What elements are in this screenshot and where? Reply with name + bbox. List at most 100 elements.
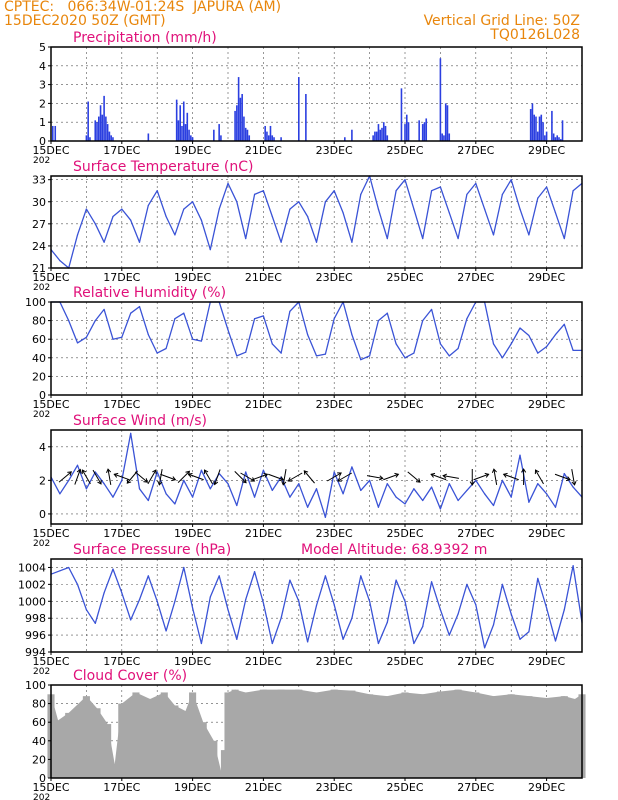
wind-point (68, 479, 70, 481)
station-code: TQ0126L028 (490, 27, 580, 43)
pressure-point (342, 638, 344, 640)
pressure-point (200, 642, 203, 645)
pressure-point (404, 600, 406, 602)
wind-point (112, 496, 114, 498)
humidity-point (156, 352, 158, 354)
temperature-point (253, 193, 256, 195)
x-tick-label: 23DEC (316, 144, 353, 157)
x-tick-label: 29DEC (528, 144, 565, 157)
precip-bar (542, 122, 544, 141)
y-tick-label: 0 (39, 508, 46, 521)
wind-arrow-head (442, 473, 448, 479)
precip-bar (188, 129, 190, 141)
pressure-point (236, 638, 238, 640)
wind-arrow-head (203, 469, 209, 475)
precip-bar (405, 114, 408, 141)
pressure-point (466, 583, 468, 585)
wind-point (377, 506, 380, 508)
precip-bar (241, 94, 243, 141)
wind-arrow-head (279, 476, 285, 482)
humidity-point (510, 343, 512, 345)
precip-bar (239, 97, 242, 141)
y-tick-label: 24 (32, 240, 46, 253)
humidity-point (360, 359, 362, 361)
precip-bar (273, 137, 275, 141)
wind-point (59, 493, 61, 495)
pressure-point (183, 566, 185, 569)
humidity-point (501, 357, 503, 359)
pressure-point (563, 609, 565, 611)
temperature-point (572, 190, 574, 192)
wind-arrow (58, 471, 73, 483)
humidity-point (307, 333, 309, 336)
temperature-point (112, 215, 114, 218)
wind-point (192, 496, 194, 498)
wind-arrow-shaft (430, 473, 447, 481)
precip-bar (236, 105, 238, 141)
temperature-point (528, 234, 530, 236)
wind-arrow (134, 471, 149, 483)
humidity-point (192, 338, 194, 340)
precip-bar (271, 135, 274, 141)
wind-arrow-head (566, 476, 571, 482)
plot-frame (50, 46, 583, 142)
temperature-point (377, 208, 380, 210)
wind-arrow-head (106, 468, 112, 474)
pressure-point (457, 613, 459, 615)
precip-bar (375, 131, 378, 141)
precip-bar (439, 58, 442, 141)
x-tick-label: 19DEC (174, 655, 211, 668)
wind-arrow-shaft (303, 470, 315, 484)
wind-arrow-head (263, 472, 269, 478)
precip-bar (441, 133, 443, 141)
wind-arrow (252, 472, 269, 481)
temperature-point (280, 241, 282, 243)
precip-bar (381, 127, 383, 141)
wind-arrow-head (303, 470, 309, 475)
precip-bar (237, 77, 240, 141)
pressure-point (430, 581, 433, 583)
temperature-point (147, 204, 149, 207)
wind-arrow (430, 472, 447, 481)
temperature-point (484, 208, 486, 210)
x-year-stub: 202 (33, 793, 50, 800)
y-tick-label: 20 (32, 753, 46, 766)
humidity-point (147, 333, 149, 336)
panel-precipitation: 0 1 2 3 4 5 15DEC 17DEC 19DEC 21DEC 23DEC 25DEC 27DE… (32, 30, 583, 166)
temperature-point (430, 190, 433, 192)
wind-arrow (303, 470, 315, 484)
wind-arrow (281, 469, 287, 486)
humidity-point (245, 351, 247, 353)
temperature-point (200, 219, 203, 221)
y-tick-label: 998 (25, 612, 46, 625)
humidity-point (227, 329, 229, 331)
wind-point (253, 496, 256, 498)
x-tick-label: 29DEC (528, 398, 565, 411)
x-tick-label: 25DEC (386, 527, 423, 540)
wind-point (537, 483, 539, 485)
humidity-point (430, 308, 433, 311)
wind-arrow (203, 469, 213, 485)
x-tick-label: 17DEC (103, 144, 140, 157)
wind-arrow (113, 472, 130, 481)
wind-arrow (442, 473, 459, 479)
temperature-point (448, 212, 450, 214)
humidity-point (369, 355, 371, 357)
wind-arrow-shaft (58, 471, 72, 483)
pressure-series-line (50, 565, 583, 649)
y-tick-label: 40 (32, 352, 46, 365)
humidity-point (130, 312, 132, 314)
temperature-point (76, 234, 79, 236)
temperature-point (121, 208, 123, 210)
wind-arrow-shaft (282, 469, 287, 485)
precip-bar (443, 135, 445, 141)
x-tick-label: 17DEC (103, 271, 140, 284)
x-tick-label: 21DEC (245, 781, 282, 794)
wind-arrow-head (521, 468, 527, 473)
wind-arrow-shaft (337, 472, 352, 482)
precip-bar (175, 99, 178, 141)
wind-point (156, 471, 158, 473)
pressure-point (351, 617, 353, 619)
pressure-point (245, 598, 247, 601)
wind-arrow-shaft (107, 469, 112, 485)
